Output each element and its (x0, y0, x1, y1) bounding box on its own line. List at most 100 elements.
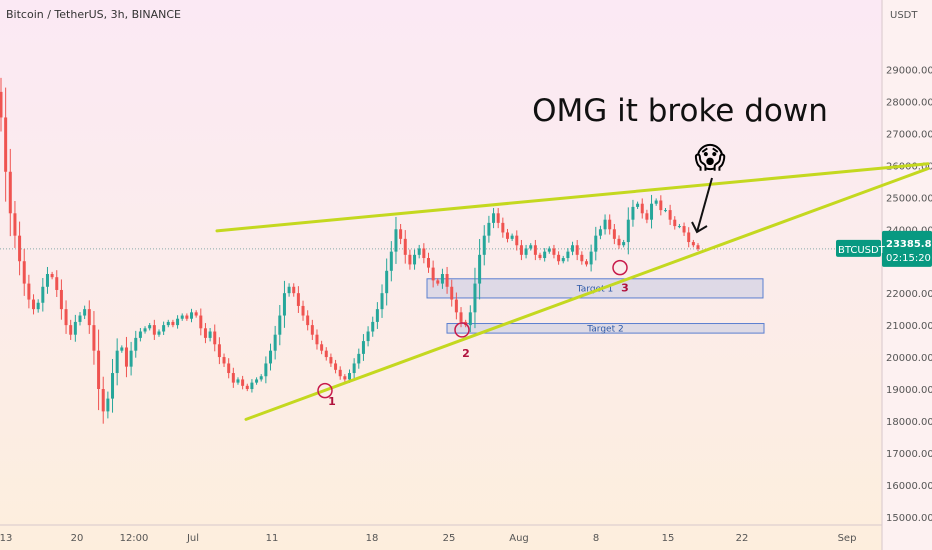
candle-body (440, 274, 444, 284)
candle-body (426, 258, 430, 268)
candle-body (650, 203, 654, 220)
candle-body (612, 229, 616, 239)
candle-body (543, 251, 547, 259)
swing-marker (612, 259, 628, 276)
price-tick-label: 27000.00 (886, 129, 932, 140)
price-tick-label: 29000.00 (886, 66, 932, 77)
annotation-arrow (696, 177, 713, 233)
candle-body (450, 286, 454, 300)
candle-body (162, 325, 166, 332)
candle-body (496, 213, 500, 223)
candle-body (538, 254, 542, 259)
candle-body (134, 337, 138, 351)
price-tick-label: 15000.00 (886, 513, 932, 524)
candle-body (217, 344, 221, 358)
price-tick-label: 16000.00 (886, 481, 932, 492)
candle-body (87, 309, 91, 326)
candle-body (408, 254, 412, 265)
candle-body (524, 248, 528, 255)
candle-body (436, 280, 440, 284)
candle-body (478, 254, 482, 284)
candle-body (282, 293, 286, 316)
candle-body (41, 286, 45, 303)
candle-body (306, 315, 310, 326)
candle-body (287, 286, 291, 294)
candle-body (505, 232, 509, 239)
candle-body (631, 206, 635, 220)
candle-body (124, 347, 128, 367)
candle-body (357, 353, 361, 364)
candle-body (348, 373, 351, 380)
scream-emoji: 😱 (694, 141, 725, 176)
candle-body (654, 200, 658, 204)
candle-body (552, 248, 556, 255)
candle-body (691, 242, 695, 246)
candle-body (682, 226, 686, 233)
candle-body (129, 350, 133, 367)
candle-body (343, 376, 347, 380)
candle-body (533, 245, 537, 255)
candle-body (101, 389, 105, 412)
last-price-symbol: BTCUSDT (838, 245, 886, 256)
candle-body (636, 203, 640, 207)
candle-body (385, 270, 389, 294)
price-tick-label: 20000.00 (886, 353, 932, 364)
candle-body (245, 385, 249, 390)
candle-body (566, 251, 570, 259)
candle-body (320, 344, 324, 351)
candle-body (598, 229, 602, 236)
candle-body (510, 235, 514, 239)
bar-countdown: 02:15:20 (886, 253, 931, 264)
candle-body (180, 315, 184, 319)
time-tick-label: 8 (593, 533, 599, 544)
candle-body (515, 235, 519, 246)
price-axis-panel (882, 0, 932, 550)
candle-body (97, 350, 101, 390)
candle-body (69, 325, 73, 335)
candle-body (8, 171, 12, 214)
candle-body (115, 350, 119, 374)
candle-body (208, 331, 212, 338)
candle-body (399, 229, 403, 239)
candle-body (45, 274, 49, 287)
price-tick-label: 19000.00 (886, 385, 932, 396)
time-tick-label: 25 (443, 533, 456, 544)
candle-body (645, 213, 649, 220)
candle-body (371, 321, 375, 332)
candle-body (608, 219, 612, 230)
candle-body (459, 312, 463, 322)
price-tick-label: 17000.00 (886, 449, 932, 460)
candle-body (296, 293, 300, 306)
candle-body (278, 315, 282, 335)
candle-body (78, 315, 82, 322)
time-tick-label: Jul (186, 533, 199, 544)
candle-body (171, 321, 175, 326)
candle-body (213, 331, 217, 345)
candle-body (594, 235, 598, 252)
candle-body (454, 299, 458, 313)
candle-body (603, 219, 607, 230)
last-price-badge (882, 230, 932, 267)
candle-body (241, 379, 245, 386)
candle-body (571, 245, 575, 252)
candle-body (487, 222, 491, 236)
candle-body (338, 369, 342, 377)
candle-body (580, 254, 584, 262)
candle-body (473, 283, 477, 313)
candle-body (269, 350, 273, 364)
candle-body (222, 357, 226, 364)
candle-body (413, 254, 417, 265)
target-zone (426, 278, 764, 299)
candle-body (352, 363, 356, 374)
candle-body (22, 261, 26, 284)
candle-body (255, 379, 259, 383)
candle-body (529, 245, 533, 249)
swing-marker-label: 2 (462, 347, 470, 360)
candle-body (27, 283, 31, 300)
target-zone-label: Target 1 (576, 284, 613, 294)
candle-body (301, 305, 305, 316)
candle-body (557, 254, 561, 262)
candle-body (687, 232, 691, 243)
